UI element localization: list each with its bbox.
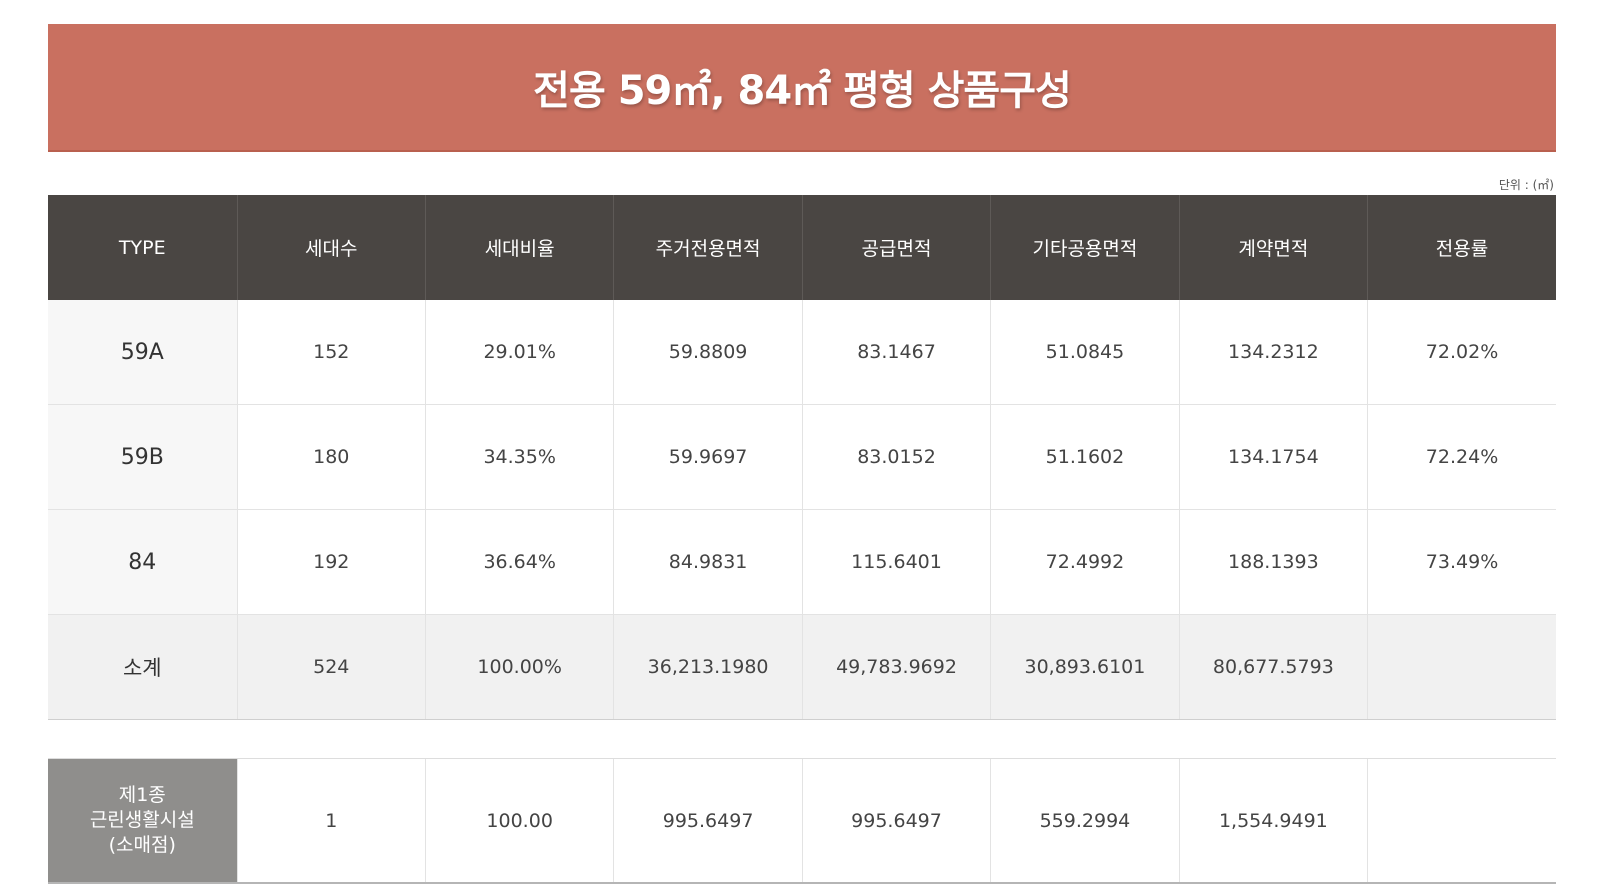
subtotal-label: 소계 — [48, 614, 238, 720]
exclusive-rate-cell: 72.24% — [1367, 404, 1556, 510]
type-cell: 84 — [48, 509, 238, 615]
facility-type-line: (소매점) — [108, 834, 176, 856]
table-row: 59A 152 29.01% 59.8809 83.1467 51.0845 1… — [48, 300, 1556, 405]
subtotal-exclusive-area: 36,213.1980 — [613, 614, 803, 720]
subtotal-other-common-area: 30,893.6101 — [990, 614, 1180, 720]
header-type: TYPE — [48, 195, 238, 300]
exclusive-area-cell: 84.9831 — [613, 509, 803, 615]
households-cell: 192 — [236, 509, 426, 615]
contract-area-cell: 188.1393 — [1178, 509, 1368, 615]
other-common-area-cell: 72.4992 — [990, 509, 1180, 615]
facility-households: 1 — [236, 758, 426, 884]
facility-exclusive-rate — [1367, 758, 1556, 884]
subtotal-row: 소계 524 100.00% 36,213.1980 49,783.9692 3… — [48, 614, 1556, 720]
subtotal-exclusive-rate — [1367, 614, 1556, 720]
type-cell: 59B — [48, 404, 238, 510]
ratio-cell: 29.01% — [424, 300, 614, 405]
facility-type-line: 근린생활시설 — [89, 809, 195, 831]
table-row: 59B 180 34.35% 59.9697 83.0152 51.1602 1… — [48, 404, 1556, 510]
supply-area-cell: 83.0152 — [801, 404, 991, 510]
contract-area-cell: 134.2312 — [1178, 300, 1368, 405]
facility-ratio: 100.00 — [424, 758, 614, 884]
other-common-area-cell: 51.1602 — [990, 404, 1180, 510]
facility-other-common-area: 559.2994 — [990, 758, 1180, 884]
facility-exclusive-area: 995.6497 — [613, 758, 803, 884]
households-cell: 180 — [236, 404, 426, 510]
supply-area-cell: 115.6401 — [801, 509, 991, 615]
header-exclusive-area: 주거전용면적 — [613, 195, 803, 300]
subtotal-households: 524 — [236, 614, 426, 720]
households-cell: 152 — [236, 300, 426, 405]
facility-contract-area: 1,554.9491 — [1178, 758, 1368, 884]
subtotal-ratio: 100.00% — [424, 614, 614, 720]
other-common-area-cell: 51.0845 — [990, 300, 1180, 405]
page-title: 전용 59㎡, 84㎡ 평형 상품구성 — [533, 68, 1072, 114]
header-other-common-area: 기타공용면적 — [990, 195, 1180, 300]
facility-supply-area: 995.6497 — [801, 758, 991, 884]
header-exclusive-rate: 전용률 — [1367, 195, 1556, 300]
contract-area-cell: 134.1754 — [1178, 404, 1368, 510]
facility-type-line: 제1종 — [118, 784, 166, 806]
exclusive-rate-cell: 73.49% — [1367, 509, 1556, 615]
facility-row: 제1종 근린생활시설 (소매점) 1 100.00 995.6497 995.6… — [48, 758, 1556, 884]
ratio-cell: 34.35% — [424, 404, 614, 510]
exclusive-area-cell: 59.8809 — [613, 300, 803, 405]
supply-area-cell: 83.1467 — [801, 300, 991, 405]
table-header-row: TYPE 세대수 세대비율 주거전용면적 공급면적 기타공용면적 계약면적 전용… — [48, 195, 1556, 300]
subtotal-contract-area: 80,677.5793 — [1178, 614, 1368, 720]
exclusive-rate-cell: 72.02% — [1367, 300, 1556, 405]
header-ratio: 세대비율 — [424, 195, 614, 300]
table-row: 84 192 36.64% 84.9831 115.6401 72.4992 1… — [48, 509, 1556, 615]
header-supply-area: 공급면적 — [801, 195, 991, 300]
subtotal-supply-area: 49,783.9692 — [801, 614, 991, 720]
unit-note: 단위 : (㎡) — [1498, 178, 1554, 192]
title-banner: 전용 59㎡, 84㎡ 평형 상품구성 — [48, 24, 1556, 152]
facility-type-cell: 제1종 근린생활시설 (소매점) — [48, 758, 238, 884]
header-contract-area: 계약면적 — [1178, 195, 1368, 300]
exclusive-area-cell: 59.9697 — [613, 404, 803, 510]
type-cell: 59A — [48, 300, 238, 405]
header-households: 세대수 — [236, 195, 426, 300]
ratio-cell: 36.64% — [424, 509, 614, 615]
unit-type-table: TYPE 세대수 세대비율 주거전용면적 공급면적 기타공용면적 계약면적 전용… — [48, 195, 1556, 720]
facility-table: 제1종 근린생활시설 (소매점) 1 100.00 995.6497 995.6… — [48, 758, 1556, 884]
